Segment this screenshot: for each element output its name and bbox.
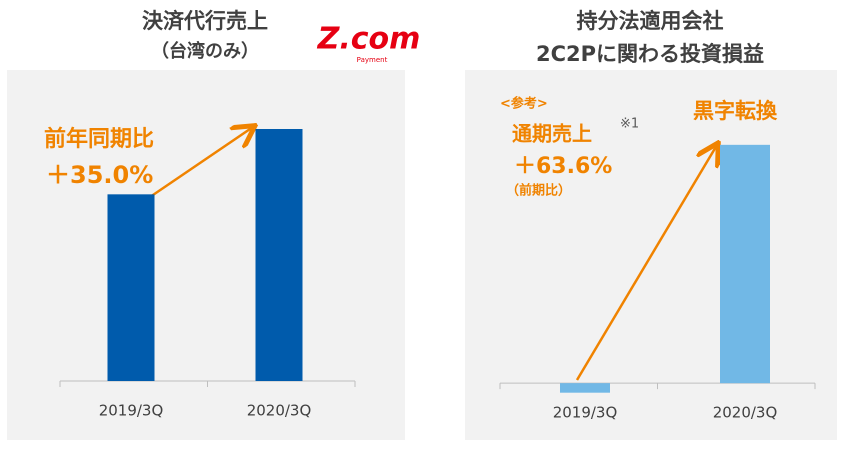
- x-tick-label: 2020/3Q: [713, 404, 778, 422]
- footnote-mark: ※1: [620, 117, 639, 132]
- bar: [560, 383, 610, 393]
- logo-sub: Payment: [357, 56, 388, 64]
- annotation: （前期比）: [506, 183, 571, 199]
- x-tick-label: 2019/3Q: [99, 402, 164, 420]
- x-tick-label: 2020/3Q: [247, 402, 312, 420]
- bar: [255, 129, 303, 381]
- chart-title: 2C2Pに関わる投資損益: [536, 42, 764, 66]
- annotation: ＋35.0%: [46, 161, 153, 189]
- bar: [107, 194, 155, 381]
- annotation: <参考>: [500, 96, 548, 112]
- chart-subtitle: （台湾のみ）: [151, 40, 259, 62]
- arrow: [575, 145, 717, 381]
- annotation: 黒字転換: [693, 99, 778, 123]
- chart-title: 決済代行売上: [142, 9, 268, 33]
- logo-box: [305, 20, 433, 68]
- bar: [720, 144, 770, 384]
- annotation: 通期売上: [512, 122, 592, 146]
- annotation: 前年同期比: [44, 126, 154, 152]
- logo: Z.com: [317, 22, 421, 57]
- arrow: [149, 127, 253, 199]
- annotation: ＋63.6%: [514, 154, 612, 179]
- panel: [7, 70, 405, 440]
- x-tick-label: 2019/3Q: [553, 404, 618, 422]
- chart-title: 持分法適用会社: [577, 9, 724, 33]
